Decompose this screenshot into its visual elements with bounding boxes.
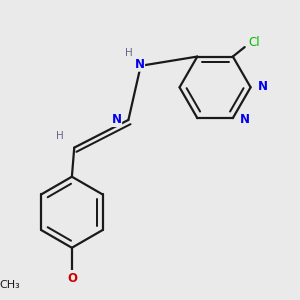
Text: N: N [134, 58, 145, 71]
Text: H: H [125, 48, 133, 58]
Text: CH₃: CH₃ [0, 280, 20, 290]
Text: O: O [67, 272, 77, 285]
Text: H: H [56, 131, 64, 141]
Text: N: N [257, 80, 267, 93]
Text: Cl: Cl [248, 36, 260, 49]
Text: N: N [240, 113, 250, 126]
Text: N: N [112, 113, 122, 126]
